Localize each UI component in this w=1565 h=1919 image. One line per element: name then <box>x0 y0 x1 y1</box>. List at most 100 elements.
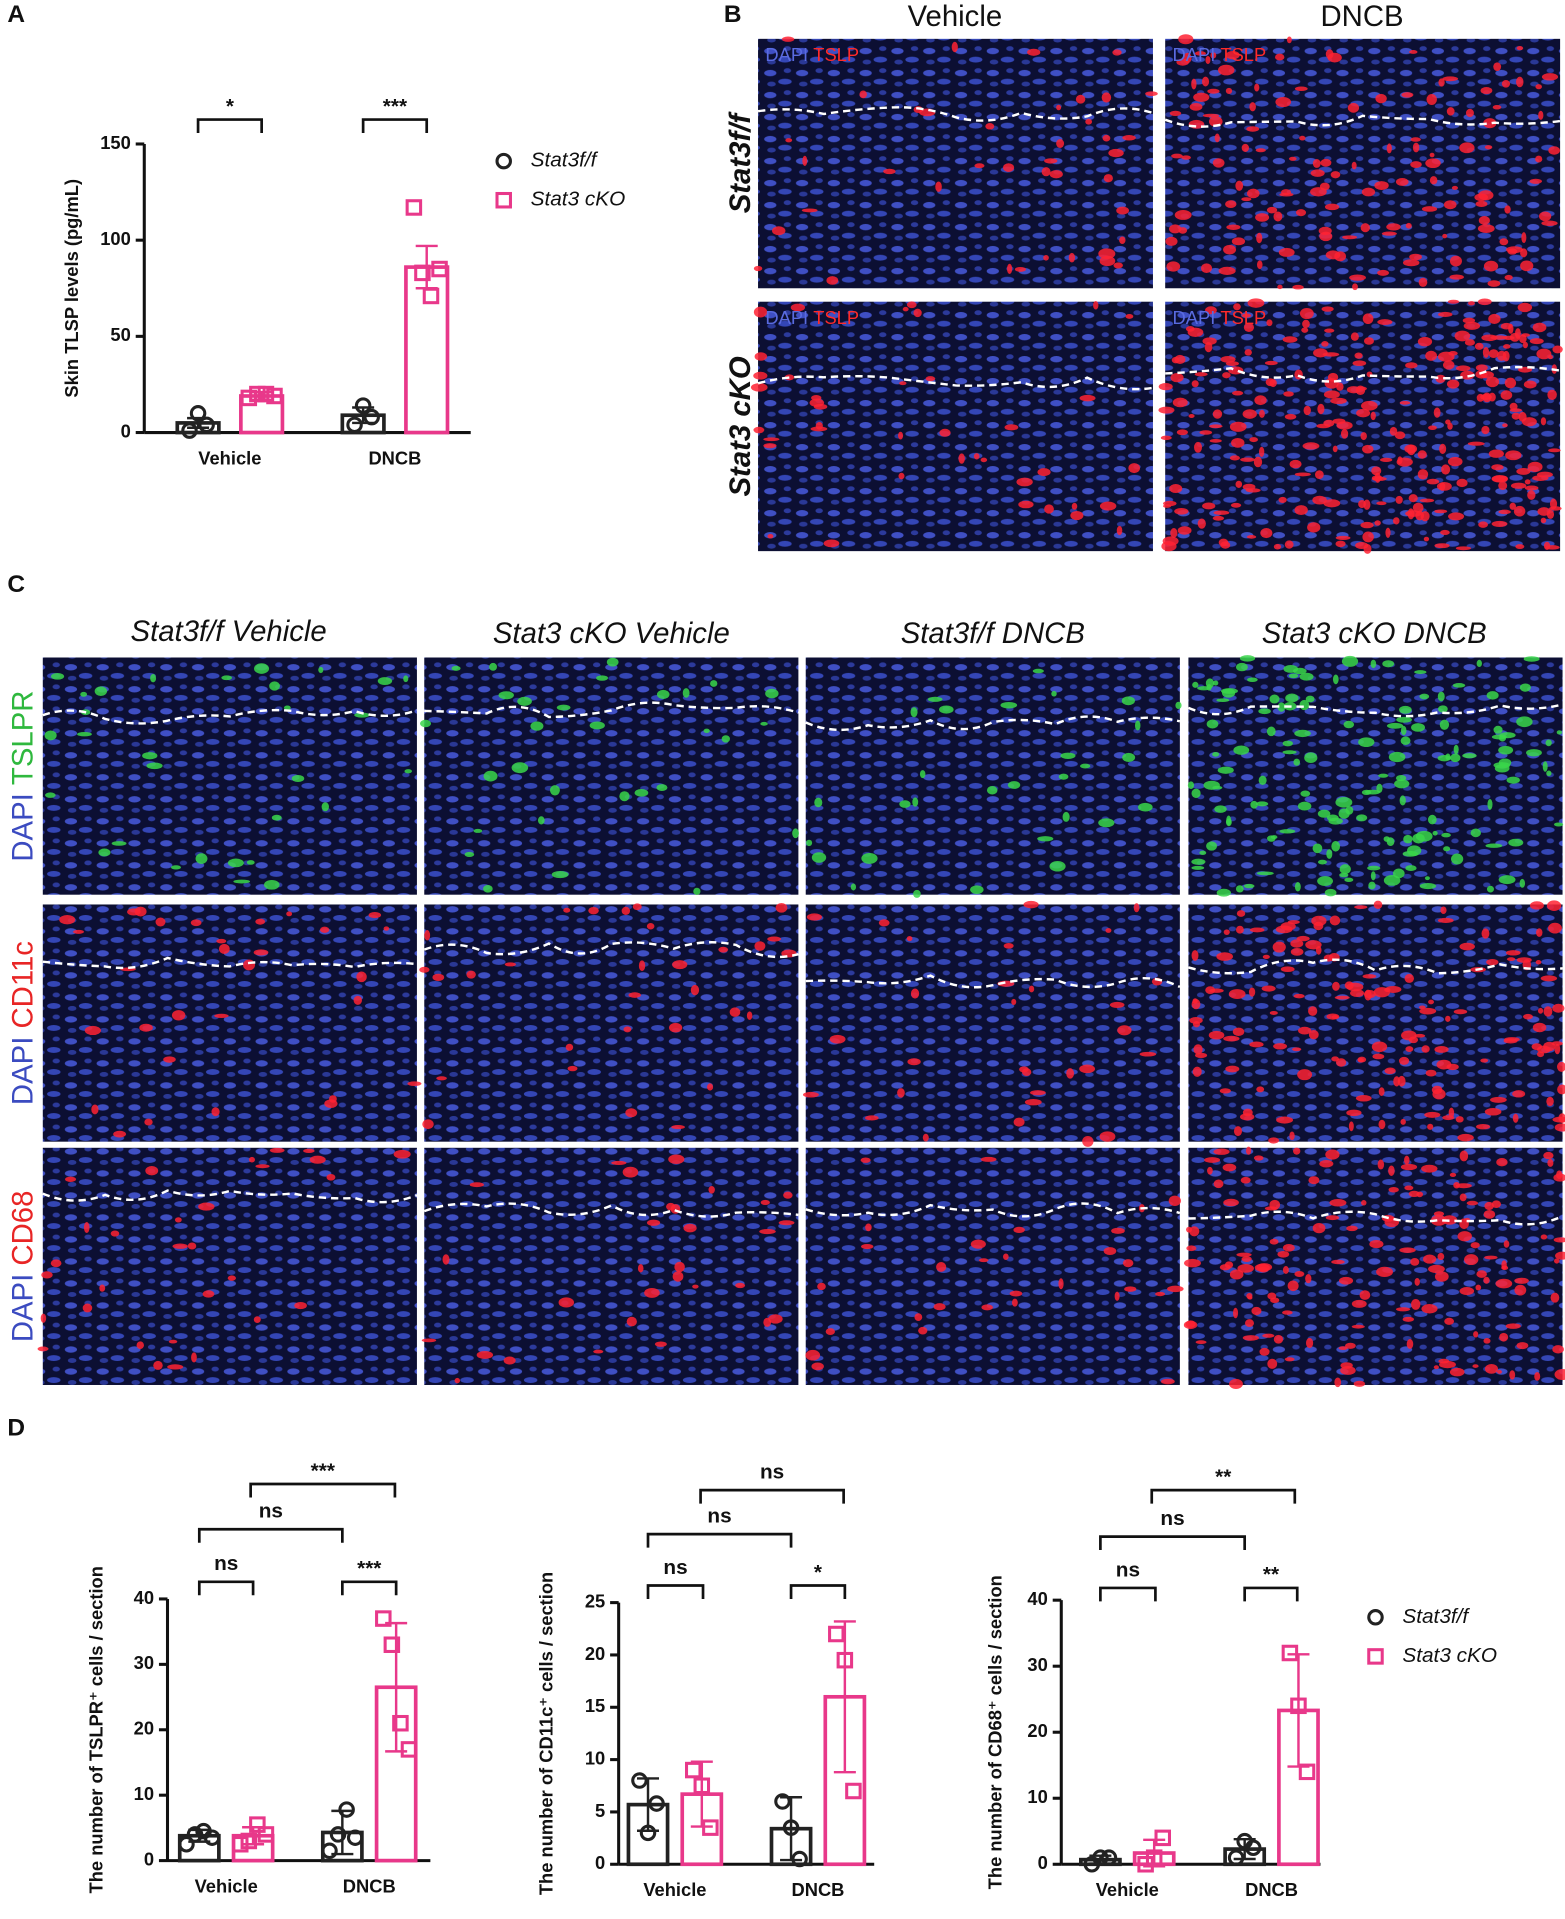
stain-spot <box>1240 457 1255 462</box>
stain-spot <box>37 1346 49 1352</box>
stain-spot <box>1225 87 1233 94</box>
stain-spot <box>1556 730 1563 735</box>
stain-spot <box>898 431 904 440</box>
data-point <box>648 1795 665 1812</box>
stain-spot <box>1351 161 1357 170</box>
stain-spot <box>40 1313 47 1323</box>
stain-spot <box>464 851 475 858</box>
stain-spot <box>1235 925 1244 934</box>
stain-spot <box>503 1356 516 1365</box>
stain-spot <box>1491 1200 1502 1208</box>
data-point <box>1154 1829 1171 1847</box>
stain-spot <box>328 1095 337 1103</box>
stain-spot <box>50 1259 62 1268</box>
stain-spot <box>1288 673 1299 679</box>
stain-spot <box>1278 496 1287 504</box>
stain-spot <box>1338 1276 1354 1285</box>
stain-spot <box>625 1108 638 1118</box>
stain-spot <box>1357 1058 1364 1063</box>
stain-spot <box>419 966 430 973</box>
stain-spot <box>1266 726 1276 737</box>
stain-spot <box>1402 259 1420 267</box>
stain-spot <box>1191 950 1199 961</box>
stain-spot <box>1418 277 1428 287</box>
stain-spot <box>865 1223 872 1232</box>
stain-spot <box>1345 1342 1356 1349</box>
y-tick-label: 30 <box>134 1652 154 1673</box>
stain-spot <box>483 884 493 893</box>
stain-spot <box>1396 457 1413 467</box>
stain-spot <box>466 970 476 979</box>
stain-spot <box>1308 1030 1319 1040</box>
significance-label: * <box>814 1561 823 1584</box>
stain-spot <box>1214 133 1220 143</box>
stain-spot <box>255 918 266 925</box>
stain-spot <box>1218 538 1229 547</box>
stain-spot <box>860 1157 871 1163</box>
significance-bracket <box>340 1580 398 1596</box>
y-axis-label: Skin TLSP levels (pg/mL) <box>61 179 82 398</box>
data-point <box>431 260 448 278</box>
stain-spot <box>1516 467 1531 475</box>
stain-spot <box>163 1056 176 1063</box>
stain-spot <box>861 1244 874 1250</box>
epidermis-border <box>423 1202 799 1218</box>
row-header: Stat3 cKO <box>724 356 757 496</box>
stain-spot <box>1497 1369 1502 1374</box>
stain-spot <box>1441 464 1451 475</box>
stain-spot <box>1409 253 1422 261</box>
y-tick-label: 0 <box>1038 1852 1048 1873</box>
stain-spot <box>1488 349 1499 359</box>
stain-spot <box>910 707 918 718</box>
stain-spot <box>1168 1195 1181 1207</box>
stain-spot <box>913 889 921 898</box>
stain-spot <box>1021 1068 1032 1077</box>
stain-spot <box>1289 459 1302 469</box>
stain-spot <box>1254 395 1267 406</box>
stain-spot <box>1426 478 1440 485</box>
stain-spot <box>1051 690 1057 697</box>
stain-spot <box>1165 236 1178 246</box>
stain-spot <box>1191 78 1197 90</box>
stain-spot <box>668 1022 683 1033</box>
stain-spot <box>1325 250 1341 260</box>
stain-spot <box>596 675 609 681</box>
stain-spot <box>1062 811 1070 822</box>
stain-spot <box>1386 722 1404 729</box>
stain-spot <box>1346 1109 1362 1117</box>
stain-spot <box>1233 1307 1239 1319</box>
stain-spot <box>1205 986 1216 995</box>
stain-spot <box>1013 1117 1025 1127</box>
stain-spot <box>1548 922 1562 934</box>
stain-spot <box>1425 1069 1437 1077</box>
stain-spot <box>1232 390 1244 396</box>
stain-spot <box>1178 227 1188 234</box>
y-tick-label: 0 <box>121 420 131 441</box>
data-point <box>1367 1648 1384 1665</box>
stain-spot <box>303 1148 315 1154</box>
stain-spot <box>753 371 768 380</box>
stain-spot <box>1374 520 1381 526</box>
stain-spot <box>1506 776 1520 784</box>
stain-spot <box>1463 321 1481 330</box>
stain-spot <box>1404 973 1414 983</box>
stain-spot <box>1453 744 1459 755</box>
stain-spot <box>1457 1133 1474 1142</box>
stain-spot <box>1169 484 1183 494</box>
stain-spot <box>174 1217 182 1223</box>
stain-spot <box>1242 1335 1259 1341</box>
stain-spot <box>1351 1324 1365 1329</box>
significance-bracket <box>646 1584 705 1599</box>
stain-spot <box>1433 407 1441 418</box>
stain-spot <box>1219 1088 1231 1094</box>
stain-spot <box>1378 1087 1385 1096</box>
stain-spot <box>1388 1186 1399 1193</box>
stain-spot <box>1555 1251 1565 1260</box>
stain-spot <box>1209 438 1222 443</box>
stain-spot <box>1308 1176 1320 1185</box>
stain-spot <box>1332 981 1340 991</box>
stain-spot <box>1412 142 1420 153</box>
stain-spot <box>1187 327 1204 337</box>
stain-spot <box>1049 170 1063 179</box>
stain-spot <box>1249 437 1258 443</box>
